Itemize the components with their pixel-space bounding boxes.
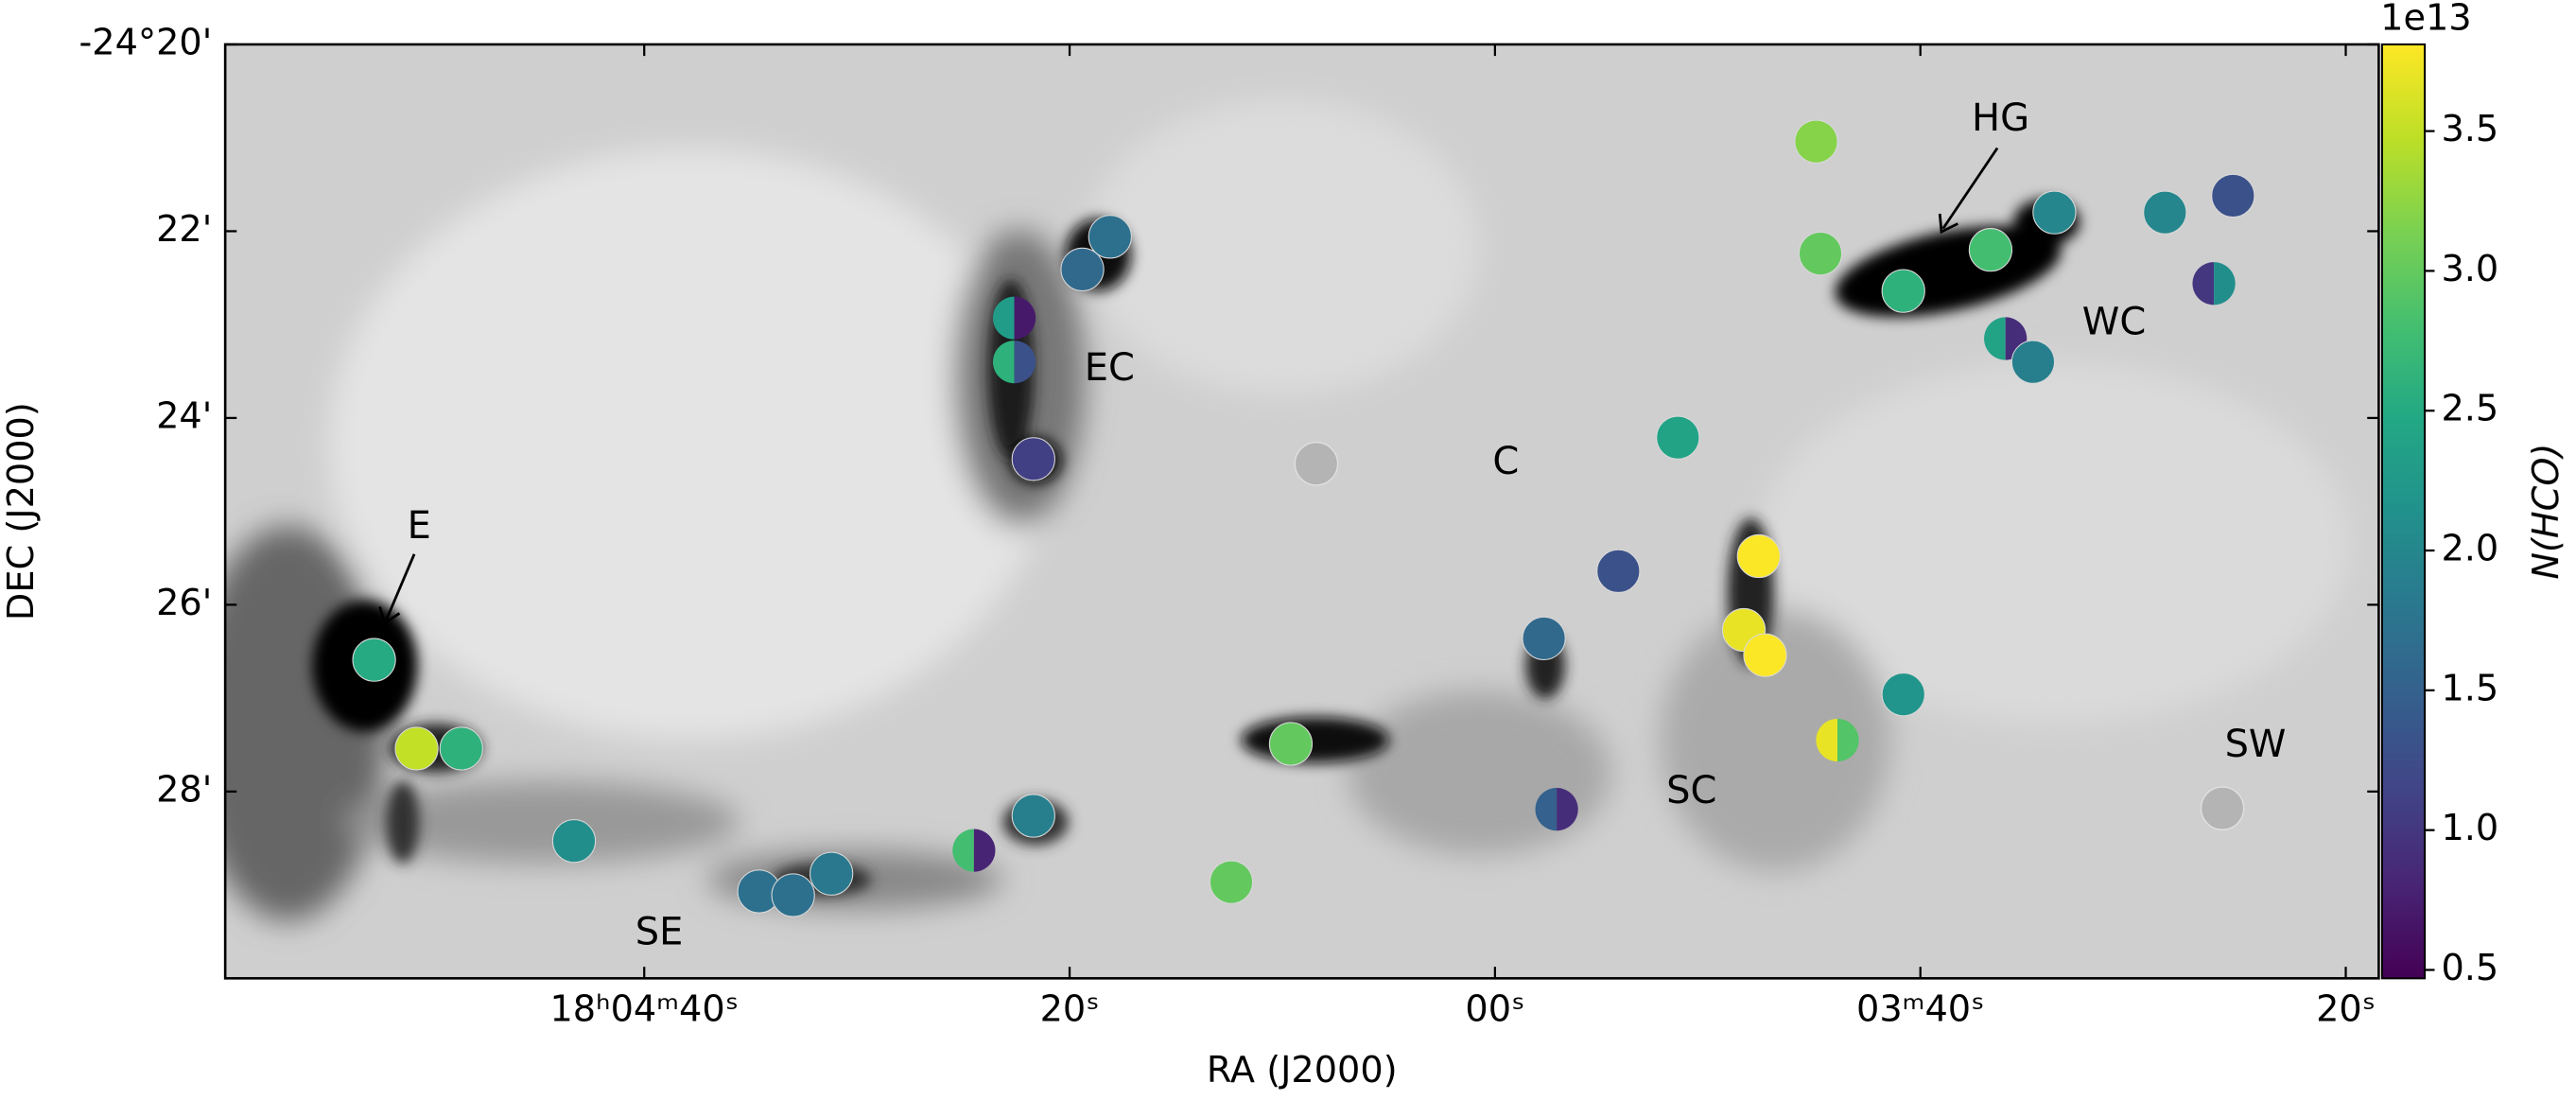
y-tick-label: 22'	[156, 209, 212, 251]
marker	[1798, 232, 1843, 276]
colorbar-tick-label: 1.0	[2441, 808, 2498, 849]
annotation: SC	[1666, 769, 1716, 812]
marker	[2032, 190, 2077, 235]
annotation: C	[1492, 440, 1519, 483]
marker	[1794, 119, 1838, 164]
plot-frame	[223, 43, 2380, 980]
marker-undetected	[2200, 786, 2245, 830]
marker	[1596, 549, 1641, 593]
annotation: WC	[2082, 300, 2146, 343]
annotation: SE	[635, 910, 684, 953]
annotation: EC	[1085, 346, 1135, 390]
marker-left-half	[1816, 718, 1837, 762]
marker	[1656, 415, 1700, 460]
marker	[1736, 533, 1781, 579]
colorbar-tick-label: 1.5	[2441, 668, 2498, 709]
marker	[1743, 633, 1787, 677]
annotation: SW	[2225, 723, 2287, 766]
marker-left-half	[952, 829, 974, 872]
marker-left-half	[1984, 317, 2006, 360]
marker-undetected	[1294, 441, 1339, 486]
marker-right-half	[1557, 788, 1578, 831]
colorbar-tick-label: 3.0	[2441, 249, 2498, 290]
marker	[551, 819, 597, 864]
colorbar	[2380, 43, 2427, 980]
colorbar-offset: 1e13	[2380, 0, 2472, 39]
marker	[1881, 269, 1925, 313]
marker-left-half	[992, 296, 1015, 340]
colorbar-tick-label: 2.5	[2441, 389, 2498, 430]
x-tick-label: 18ʰ04ᵐ40ˢ	[549, 989, 739, 1031]
y-tick-label: 26'	[156, 583, 212, 624]
x-tick-label: 00ˢ	[1465, 989, 1524, 1031]
marker	[394, 726, 439, 771]
marker	[1522, 616, 1566, 661]
marker	[771, 873, 815, 917]
marker	[809, 851, 854, 896]
y-tick-label: -24°20'	[79, 22, 213, 63]
marker	[439, 726, 483, 771]
marker-left-half	[2192, 262, 2215, 306]
x-tick-label: 03ᵐ40ˢ	[1856, 989, 1984, 1031]
marker	[1060, 247, 1105, 292]
marker	[1968, 228, 2013, 272]
marker-right-half	[2214, 262, 2236, 306]
marker	[352, 637, 396, 682]
marker	[1011, 794, 1055, 838]
annotations: HG WC EC C E SE SC SW	[378, 96, 2287, 953]
arrows	[378, 147, 1999, 626]
marker	[1268, 722, 1314, 766]
y-axis-label: DEC (J2000)	[1, 402, 43, 620]
x-tick-label: 20ˢ	[1040, 989, 1100, 1031]
marker	[1881, 672, 1925, 717]
y-tick-label: 24'	[156, 395, 212, 437]
marker	[2143, 190, 2187, 235]
colorbar-tick-label: 3.5	[2441, 109, 2498, 150]
x-tick-label: 20ˢ	[2316, 989, 2376, 1031]
marker-right-half	[1014, 296, 1036, 340]
marker	[1011, 437, 1055, 481]
marker	[2211, 173, 2255, 218]
annotation: E	[408, 504, 431, 548]
marker-left-half	[1535, 788, 1558, 831]
annotation: HG	[1972, 96, 2029, 140]
marker	[1209, 860, 1254, 904]
marker-left-half	[992, 340, 1015, 384]
marker-right-half	[1836, 718, 1859, 762]
colorbar-tick-label: 0.5	[2441, 948, 2498, 989]
marker	[1088, 215, 1132, 259]
background-image	[225, 44, 2379, 979]
colorbar-tick-label: 2.0	[2441, 529, 2498, 570]
colorbar-label: N(HCO)	[2526, 444, 2567, 580]
marker-right-half	[1014, 340, 1036, 384]
marker-right-half	[973, 829, 996, 872]
marker	[2010, 340, 2056, 384]
markers	[352, 119, 2255, 917]
x-axis-label: RA (J2000)	[1207, 1050, 1398, 1091]
y-tick-label: 28'	[156, 769, 212, 811]
